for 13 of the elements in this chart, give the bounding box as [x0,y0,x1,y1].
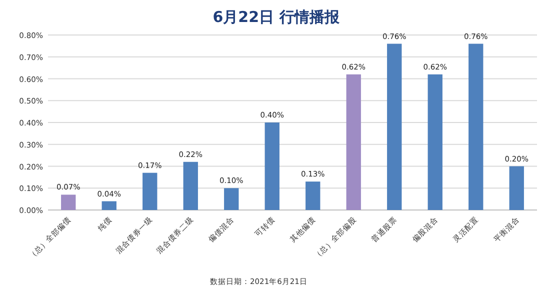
bar [346,74,361,210]
bar [142,172,158,210]
chart-title: 6月22日 行情播报 [212,8,340,26]
bar [264,122,280,210]
bar [468,44,484,210]
bar [102,201,116,210]
bar [387,44,402,210]
bar [509,166,524,210]
bar [306,182,320,210]
bar [428,74,442,210]
bar [61,194,76,210]
bar [224,188,239,210]
bar [183,162,198,210]
